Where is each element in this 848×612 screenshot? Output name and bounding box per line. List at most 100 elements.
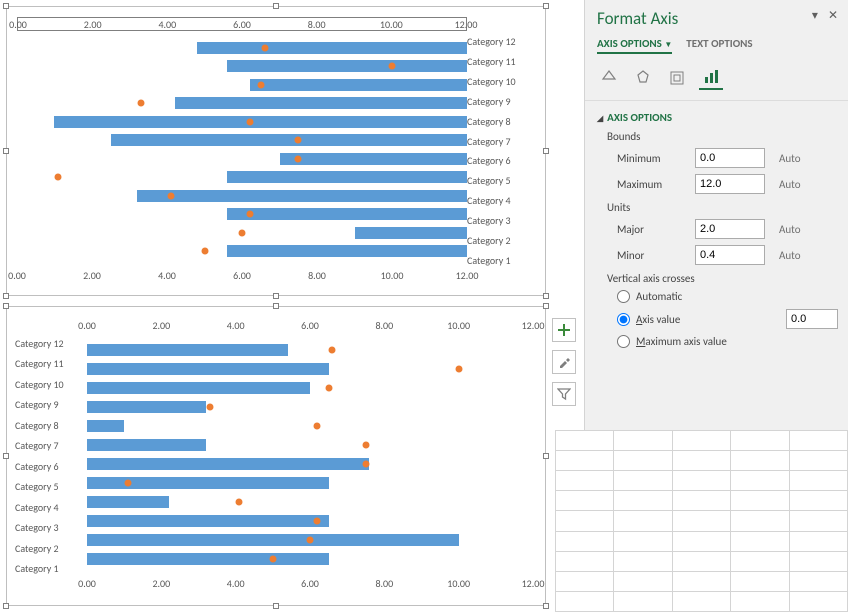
bar[interactable] [87,439,206,451]
chart-styles-button[interactable] [552,350,576,374]
resize-handle[interactable] [543,293,549,299]
cell[interactable] [731,491,789,511]
cell[interactable] [556,551,614,571]
cell[interactable] [731,551,789,571]
cell[interactable] [556,571,614,591]
marker-dot[interactable] [455,365,462,372]
cell[interactable] [731,531,789,551]
resize-handle[interactable] [3,3,9,9]
bar[interactable] [227,245,467,257]
resize-handle[interactable] [3,148,9,154]
resize-handle[interactable] [3,303,9,309]
cell[interactable] [789,551,847,571]
major-unit-input[interactable] [695,219,765,239]
bar[interactable] [197,42,467,54]
cell[interactable] [614,491,672,511]
cell[interactable] [672,511,730,531]
cell[interactable] [789,431,847,451]
chart-elements-button[interactable] [552,318,576,342]
cell[interactable] [556,531,614,551]
radio-axis-value-input[interactable] [617,313,630,326]
worksheet-grid[interactable] [555,430,848,612]
chart-bottom[interactable]: Category 12Category 11Category 10Categor… [6,306,546,606]
bar[interactable] [250,79,468,91]
cell[interactable] [556,511,614,531]
bar[interactable] [87,458,369,470]
cell[interactable] [789,571,847,591]
resize-handle[interactable] [3,293,9,299]
x-axis-bottom[interactable]: 0.002.004.006.008.0010.0012.00 [87,577,533,591]
radio-max-axis-value[interactable]: Maximum axis value [585,332,848,351]
marker-dot[interactable] [314,517,321,524]
cell[interactable] [614,471,672,491]
cell[interactable] [672,551,730,571]
resize-handle[interactable] [543,148,549,154]
marker-dot[interactable] [314,422,321,429]
cell[interactable] [614,571,672,591]
marker-dot[interactable] [389,63,396,70]
cell[interactable] [731,431,789,451]
auto-button[interactable]: Auto [779,152,801,165]
tab-text-options[interactable]: TEXT OPTIONS [686,37,752,54]
radio-automatic-input[interactable] [617,290,630,303]
cell[interactable] [614,591,672,611]
marker-dot[interactable] [325,384,332,391]
bar[interactable] [87,515,329,527]
marker-dot[interactable] [257,81,264,88]
cell[interactable] [614,551,672,571]
bar[interactable] [227,208,467,220]
resize-handle[interactable] [543,303,549,309]
resize-handle[interactable] [543,603,549,609]
bar[interactable] [87,496,169,508]
cell[interactable] [731,451,789,471]
cell[interactable] [614,431,672,451]
cell[interactable] [731,471,789,491]
bar[interactable] [87,477,329,489]
bar[interactable] [355,227,468,239]
resize-handle[interactable] [3,603,9,609]
marker-dot[interactable] [201,248,208,255]
marker-dot[interactable] [329,346,336,353]
bar[interactable] [87,534,459,546]
cell[interactable] [789,531,847,551]
marker-dot[interactable] [295,155,302,162]
marker-dot[interactable] [239,229,246,236]
bar[interactable] [87,382,310,394]
bar[interactable] [137,190,467,202]
bar[interactable] [87,363,329,375]
radio-max-input[interactable] [617,335,630,348]
tab-axis-options[interactable]: AXIS OPTIONS ▼ [597,37,672,54]
bar[interactable] [111,134,467,146]
cell[interactable] [731,511,789,531]
marker-dot[interactable] [362,441,369,448]
radio-automatic[interactable]: Automatic [585,287,848,306]
x-axis-top[interactable]: 0.002.004.006.008.0010.0012.00 [17,17,467,31]
auto-button[interactable]: Auto [779,178,801,191]
cell[interactable] [731,591,789,611]
bar[interactable] [227,60,467,72]
effects-icon[interactable] [631,66,655,90]
cell[interactable] [789,591,847,611]
marker-dot[interactable] [362,460,369,467]
bar[interactable] [87,401,206,413]
cell[interactable] [672,431,730,451]
resize-handle[interactable] [543,453,549,459]
marker-dot[interactable] [269,555,276,562]
cell[interactable] [672,571,730,591]
resize-handle[interactable] [273,293,279,299]
cell[interactable] [672,491,730,511]
marker-dot[interactable] [246,118,253,125]
resize-handle[interactable] [3,453,9,459]
bar[interactable] [87,344,288,356]
resize-handle[interactable] [273,3,279,9]
bar[interactable] [87,420,124,432]
cell[interactable] [556,471,614,491]
chart-filters-button[interactable] [552,382,576,406]
bar[interactable] [280,153,468,165]
cell[interactable] [731,571,789,591]
bar[interactable] [87,553,329,565]
marker-dot[interactable] [295,137,302,144]
x-axis-bottom[interactable]: 0.002.004.006.008.0010.0012.00 [17,269,467,283]
cell[interactable] [672,451,730,471]
auto-button[interactable]: Auto [779,223,801,236]
